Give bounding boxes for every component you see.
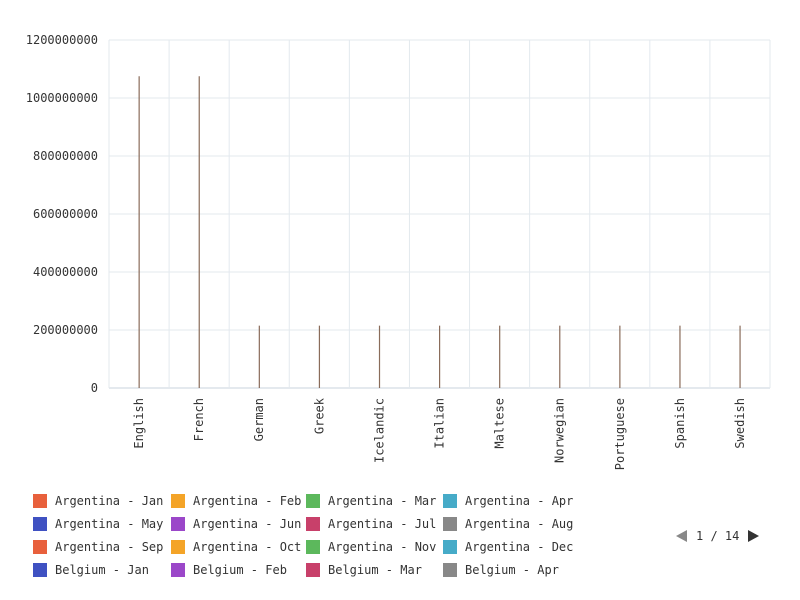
bar[interactable] (559, 325, 561, 388)
legend-label: Argentina - Mar (328, 494, 437, 508)
legend-item[interactable]: Argentina - Apr (443, 494, 583, 508)
legend-swatch (306, 540, 320, 554)
legend-swatch (443, 563, 457, 577)
y-tick-label: 600000000 (33, 207, 98, 221)
legend-item[interactable]: Argentina - Mar (306, 494, 443, 508)
legend-label: Argentina - May (55, 517, 164, 531)
legend-label: Belgium - Mar (328, 563, 422, 577)
bar[interactable] (318, 325, 321, 388)
legend-next-page-icon[interactable] (748, 530, 760, 542)
bar[interactable] (679, 325, 681, 388)
legend-label: Belgium - Apr (465, 563, 559, 577)
legend-label: Belgium - Jan (55, 563, 149, 577)
y-tick-label: 200000000 (33, 323, 98, 337)
bar-chart: 0 200000000 400000000 600000000 800000000 100… (26, 33, 771, 470)
legend-label: Argentina - Sep (55, 540, 164, 554)
legend-swatch (443, 540, 457, 554)
bar[interactable] (739, 325, 741, 388)
legend-label: Argentina - Jan (55, 494, 164, 508)
y-tick-label: 800000000 (33, 149, 98, 163)
legend-page-indicator: 1 / 14 (696, 529, 740, 543)
legend-item[interactable]: Argentina - Nov (306, 540, 443, 554)
legend-swatch (33, 540, 47, 554)
legend-item[interactable]: Argentina - May (33, 517, 171, 531)
legend-swatch (171, 563, 185, 577)
bar[interactable] (198, 76, 200, 388)
legend-swatch (443, 517, 457, 531)
legend-item[interactable]: Belgium - Jan (33, 563, 171, 577)
legend-label: Argentina - Oct (193, 540, 302, 554)
legend-label: Argentina - Feb (193, 494, 302, 508)
legend-swatch (33, 494, 47, 508)
bar[interactable] (378, 325, 381, 388)
bar[interactable] (138, 76, 140, 388)
legend-item[interactable]: Argentina - Sep (33, 540, 171, 554)
legend-swatch (306, 563, 320, 577)
legend-item[interactable]: Argentina - Jan (33, 494, 171, 508)
legend-pagination: 1 / 14 (676, 529, 760, 543)
legend-item[interactable]: Argentina - Jul (306, 517, 443, 531)
legend-item[interactable]: Argentina - Feb (171, 494, 306, 508)
x-tick-label: Norwegian (553, 398, 567, 463)
legend-item[interactable]: Belgium - Feb (171, 563, 306, 577)
legend-swatch (443, 494, 457, 508)
bar[interactable] (439, 325, 441, 388)
x-tick-label: Swedish (733, 398, 747, 449)
legend-label: Argentina - Aug (465, 517, 574, 531)
legend-label: Argentina - Nov (328, 540, 437, 554)
legend-swatch (33, 517, 47, 531)
x-tick-label: Icelandic (372, 398, 386, 463)
legend-swatch (33, 563, 47, 577)
x-tick-label: Maltese (493, 398, 507, 449)
legend-label: Argentina - Dec (465, 540, 574, 554)
legend-swatch (306, 494, 320, 508)
y-tick-label: 0 (91, 381, 98, 395)
x-tick-label: Greek (312, 397, 326, 434)
legend-item[interactable]: Argentina - Aug (443, 517, 583, 531)
x-tick-label: Italian (433, 398, 447, 449)
legend-item[interactable]: Argentina - Oct (171, 540, 306, 554)
legend-item[interactable]: Argentina - Dec (443, 540, 583, 554)
legend-swatch (171, 494, 185, 508)
x-tick-label: German (252, 398, 266, 441)
legend-item[interactable]: Belgium - Mar (306, 563, 443, 577)
y-tick-label: 1000000000 (26, 91, 98, 105)
y-tick-label: 1200000000 (26, 33, 98, 47)
x-tick-label: French (192, 398, 206, 441)
legend-label: Argentina - Jul (328, 517, 437, 531)
legend-item[interactable]: Belgium - Apr (443, 563, 583, 577)
chart-svg: 0 200000000 400000000 600000000 800000000 100… (26, 33, 771, 470)
legend-swatch (171, 540, 185, 554)
legend-label: Argentina - Apr (465, 494, 574, 508)
legend-label: Argentina - Jun (193, 517, 302, 531)
legend-item[interactable]: Argentina - Jun (171, 517, 306, 531)
bar[interactable] (499, 325, 501, 388)
bar[interactable] (258, 325, 260, 388)
x-tick-label: Portuguese (613, 398, 627, 470)
legend-swatch (171, 517, 185, 531)
bar[interactable] (619, 325, 621, 388)
legend: Argentina - Jan Argentina - Feb Argentina … (33, 494, 593, 577)
legend-swatch (306, 517, 320, 531)
x-tick-label: Spanish (673, 398, 687, 449)
legend-label: Belgium - Feb (193, 563, 287, 577)
y-tick-label: 400000000 (33, 265, 98, 279)
legend-prev-page-icon[interactable] (676, 530, 687, 542)
x-tick-label: English (132, 398, 146, 449)
